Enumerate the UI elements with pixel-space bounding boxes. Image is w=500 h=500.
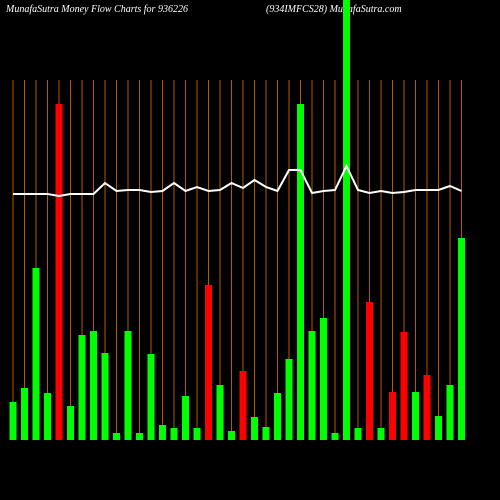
bar bbox=[90, 331, 97, 440]
bar bbox=[55, 104, 63, 440]
bar bbox=[44, 393, 51, 440]
bar bbox=[170, 428, 178, 440]
bar bbox=[274, 393, 281, 440]
bar bbox=[320, 318, 327, 440]
bar bbox=[67, 406, 74, 440]
bar bbox=[377, 428, 385, 440]
bar bbox=[159, 425, 166, 440]
bar bbox=[147, 354, 155, 440]
bar bbox=[21, 388, 28, 440]
chart-subtitle: (934IMFCS28) MunafaSutra.com bbox=[266, 4, 402, 15]
bar bbox=[101, 353, 109, 440]
bar bbox=[78, 335, 86, 440]
bar bbox=[458, 238, 465, 440]
bar bbox=[113, 433, 120, 440]
bar bbox=[308, 331, 316, 440]
bar bbox=[193, 428, 201, 440]
bar bbox=[239, 371, 247, 440]
bar bbox=[389, 392, 396, 440]
bar bbox=[205, 285, 212, 440]
bar bbox=[124, 331, 132, 440]
bar bbox=[435, 416, 442, 440]
bar bbox=[400, 332, 408, 440]
bar bbox=[297, 104, 304, 440]
bar bbox=[331, 433, 339, 440]
bar bbox=[412, 392, 419, 440]
chart-title: MunafaSutra Money Flow Charts for 936226 bbox=[5, 4, 188, 15]
bar bbox=[285, 359, 293, 440]
bar bbox=[423, 375, 431, 440]
bar bbox=[366, 302, 373, 440]
bar bbox=[182, 396, 189, 440]
bar bbox=[228, 431, 235, 440]
bar bbox=[216, 385, 224, 440]
bar bbox=[354, 428, 362, 440]
bar bbox=[446, 385, 454, 440]
bar bbox=[251, 417, 258, 440]
bar bbox=[136, 433, 143, 440]
bar bbox=[262, 427, 270, 440]
money-flow-line bbox=[13, 163, 462, 198]
bar bbox=[32, 268, 40, 440]
bar bbox=[343, 0, 350, 440]
bar bbox=[9, 402, 17, 440]
